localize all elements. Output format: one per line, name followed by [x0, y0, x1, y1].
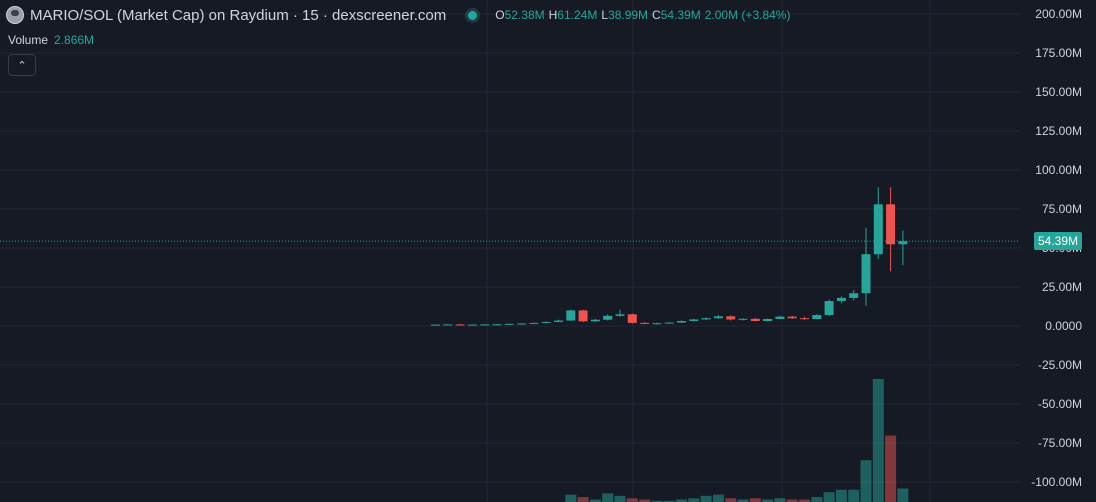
candle-body [689, 319, 699, 322]
y-axis-tick-label: 125.00M [1035, 124, 1082, 138]
y-axis-tick-label: -75.00M [1037, 436, 1082, 450]
candle-body [554, 320, 563, 322]
volume-bar [614, 495, 626, 502]
candle-body [504, 323, 514, 325]
volume-bar [626, 498, 638, 502]
collapse-legend-button[interactable]: ⌃ [8, 54, 36, 76]
price-candles [431, 187, 908, 326]
volume-bar [762, 499, 774, 502]
token-avatar-icon [6, 6, 24, 24]
volume-bar [712, 494, 724, 502]
candle-body [787, 316, 797, 319]
ohlc-readout: O52.38M H61.24M L38.99M C54.39M 2.00M (+… [495, 8, 791, 22]
candle-body [480, 324, 490, 326]
candle-body [861, 254, 871, 294]
candle-body [467, 324, 477, 326]
candle-body [603, 315, 613, 320]
candle-body [898, 241, 908, 245]
open-value: 52.38M [504, 8, 545, 22]
volume-bar [700, 495, 712, 502]
candle-body [455, 324, 465, 326]
volume-bar [749, 498, 761, 502]
candle-body [886, 204, 896, 245]
volume-legend: Volume 2.866M [8, 33, 94, 47]
candle-body [652, 323, 662, 325]
volume-value: 2.866M [54, 33, 95, 47]
candle-body [492, 324, 502, 326]
volume-bar [651, 500, 663, 502]
volume-bar [799, 499, 810, 502]
candle-body [713, 316, 723, 319]
chart-header: MARIO/SOL (Market Cap) on Raydium · 15 ·… [6, 6, 790, 24]
volume-bar [774, 498, 786, 502]
candle-body [750, 318, 760, 322]
volume-bar [872, 379, 884, 502]
candle-body [701, 318, 711, 320]
volume-bar [811, 497, 823, 502]
close-value: 54.39M [660, 8, 701, 22]
volume-histogram [565, 379, 909, 502]
candle-body [836, 297, 846, 302]
candle-body [738, 318, 748, 320]
candle-body [726, 316, 736, 320]
y-axis-tick-label: -25.00M [1037, 358, 1082, 372]
volume-bar [565, 494, 577, 502]
y-axis-tick-label: 75.00M [1041, 202, 1082, 216]
last-price-tag: 54.39M [1033, 232, 1082, 251]
volume-label: Volume [8, 33, 49, 47]
candle-body [849, 293, 859, 298]
candle-body [775, 316, 785, 319]
chart-title: MARIO/SOL (Market Cap) on Raydium · 15 ·… [30, 6, 447, 24]
volume-bar [602, 493, 614, 502]
y-axis-tick-label: 175.00M [1035, 46, 1082, 60]
candle-body [566, 310, 576, 321]
chart-grid [0, 0, 1020, 502]
candle-body [873, 204, 883, 255]
candle-body [541, 321, 551, 323]
y-axis-tick-label: 150.00M [1035, 85, 1082, 99]
volume-bar [860, 460, 872, 502]
volume-bar [676, 499, 687, 502]
volume-bar [639, 499, 651, 502]
y-axis-tick-label: 100.00M [1035, 163, 1082, 177]
candle-body [812, 315, 822, 319]
volume-bar [897, 488, 909, 502]
candle-body [627, 314, 637, 323]
volume-bar [835, 489, 847, 502]
low-value: 38.99M [608, 8, 649, 22]
candle-body [517, 323, 527, 325]
volume-bar [589, 499, 601, 502]
candle-body [640, 322, 650, 324]
high-value: 61.24M [557, 8, 598, 22]
candle-body [763, 318, 773, 322]
candle-body [800, 318, 809, 320]
y-axis-tick-label: 0.0000 [1045, 319, 1082, 333]
y-axis-tick-label: 200.00M [1035, 7, 1082, 21]
volume-bar [577, 497, 589, 502]
candle-body [664, 322, 674, 324]
candle-body [677, 321, 686, 323]
y-axis-tick-label: -50.00M [1037, 397, 1082, 411]
chevron-up-icon: ⌃ [17, 59, 27, 72]
candle-body [824, 301, 834, 316]
candle-body [443, 324, 453, 326]
y-axis-tick-label: -100.00M [1031, 475, 1082, 489]
volume-bar [737, 499, 749, 502]
volume-bar [663, 500, 675, 502]
candle-body [529, 322, 539, 324]
change-value: 2.00M (+3.84%) [704, 8, 791, 22]
volume-bar [885, 435, 897, 502]
volume-bar [786, 499, 798, 502]
candle-body [615, 314, 625, 316]
volume-bar [823, 492, 835, 502]
y-axis-tick-label: 25.00M [1041, 280, 1082, 294]
candle-body [431, 324, 440, 326]
candle-body [578, 310, 588, 322]
volume-bar [725, 498, 737, 502]
market-status-icon [468, 10, 478, 20]
volume-bar [848, 489, 860, 502]
volume-bar [688, 498, 700, 502]
candle-body [590, 319, 600, 322]
